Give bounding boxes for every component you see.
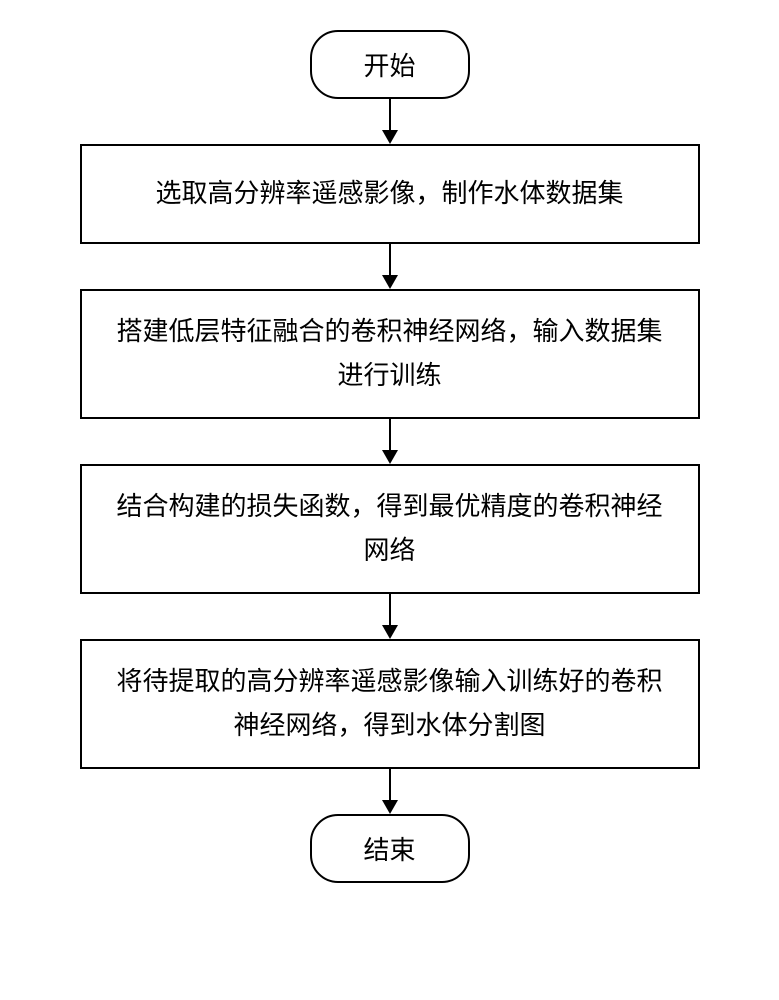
arrow-head-icon <box>382 800 398 814</box>
step3-label: 结合构建的损失函数，得到最优精度的卷积神经 网络 <box>116 485 662 573</box>
arrow-line <box>389 244 391 276</box>
step2-node: 搭建低层特征融合的卷积神经网络，输入数据集 进行训练 <box>80 289 700 419</box>
arrow-4 <box>382 769 398 814</box>
arrow-head-icon <box>382 275 398 289</box>
step4-node: 将待提取的高分辨率遥感影像输入训练好的卷积 神经网络，得到水体分割图 <box>80 639 700 769</box>
arrow-line <box>389 769 391 801</box>
arrow-line <box>389 419 391 451</box>
arrow-0 <box>382 99 398 144</box>
arrow-head-icon <box>382 450 398 464</box>
arrow-line <box>389 594 391 626</box>
step3-node: 结合构建的损失函数，得到最优精度的卷积神经 网络 <box>80 464 700 594</box>
arrow-head-icon <box>382 625 398 639</box>
arrow-3 <box>382 594 398 639</box>
start-label: 开始 <box>363 46 415 83</box>
step1-node: 选取高分辨率遥感影像，制作水体数据集 <box>80 144 700 244</box>
arrow-2 <box>382 419 398 464</box>
arrow-head-icon <box>382 130 398 144</box>
start-node: 开始 <box>310 30 470 99</box>
arrow-line <box>389 99 391 131</box>
flowchart-container: 开始 选取高分辨率遥感影像，制作水体数据集 搭建低层特征融合的卷积神经网络，输入… <box>80 30 700 883</box>
step4-label: 将待提取的高分辨率遥感影像输入训练好的卷积 神经网络，得到水体分割图 <box>116 660 662 748</box>
end-label: 结束 <box>363 830 415 867</box>
step2-label: 搭建低层特征融合的卷积神经网络，输入数据集 进行训练 <box>116 310 662 398</box>
arrow-1 <box>382 244 398 289</box>
step1-label: 选取高分辨率遥感影像，制作水体数据集 <box>155 172 623 216</box>
end-node: 结束 <box>310 814 470 883</box>
